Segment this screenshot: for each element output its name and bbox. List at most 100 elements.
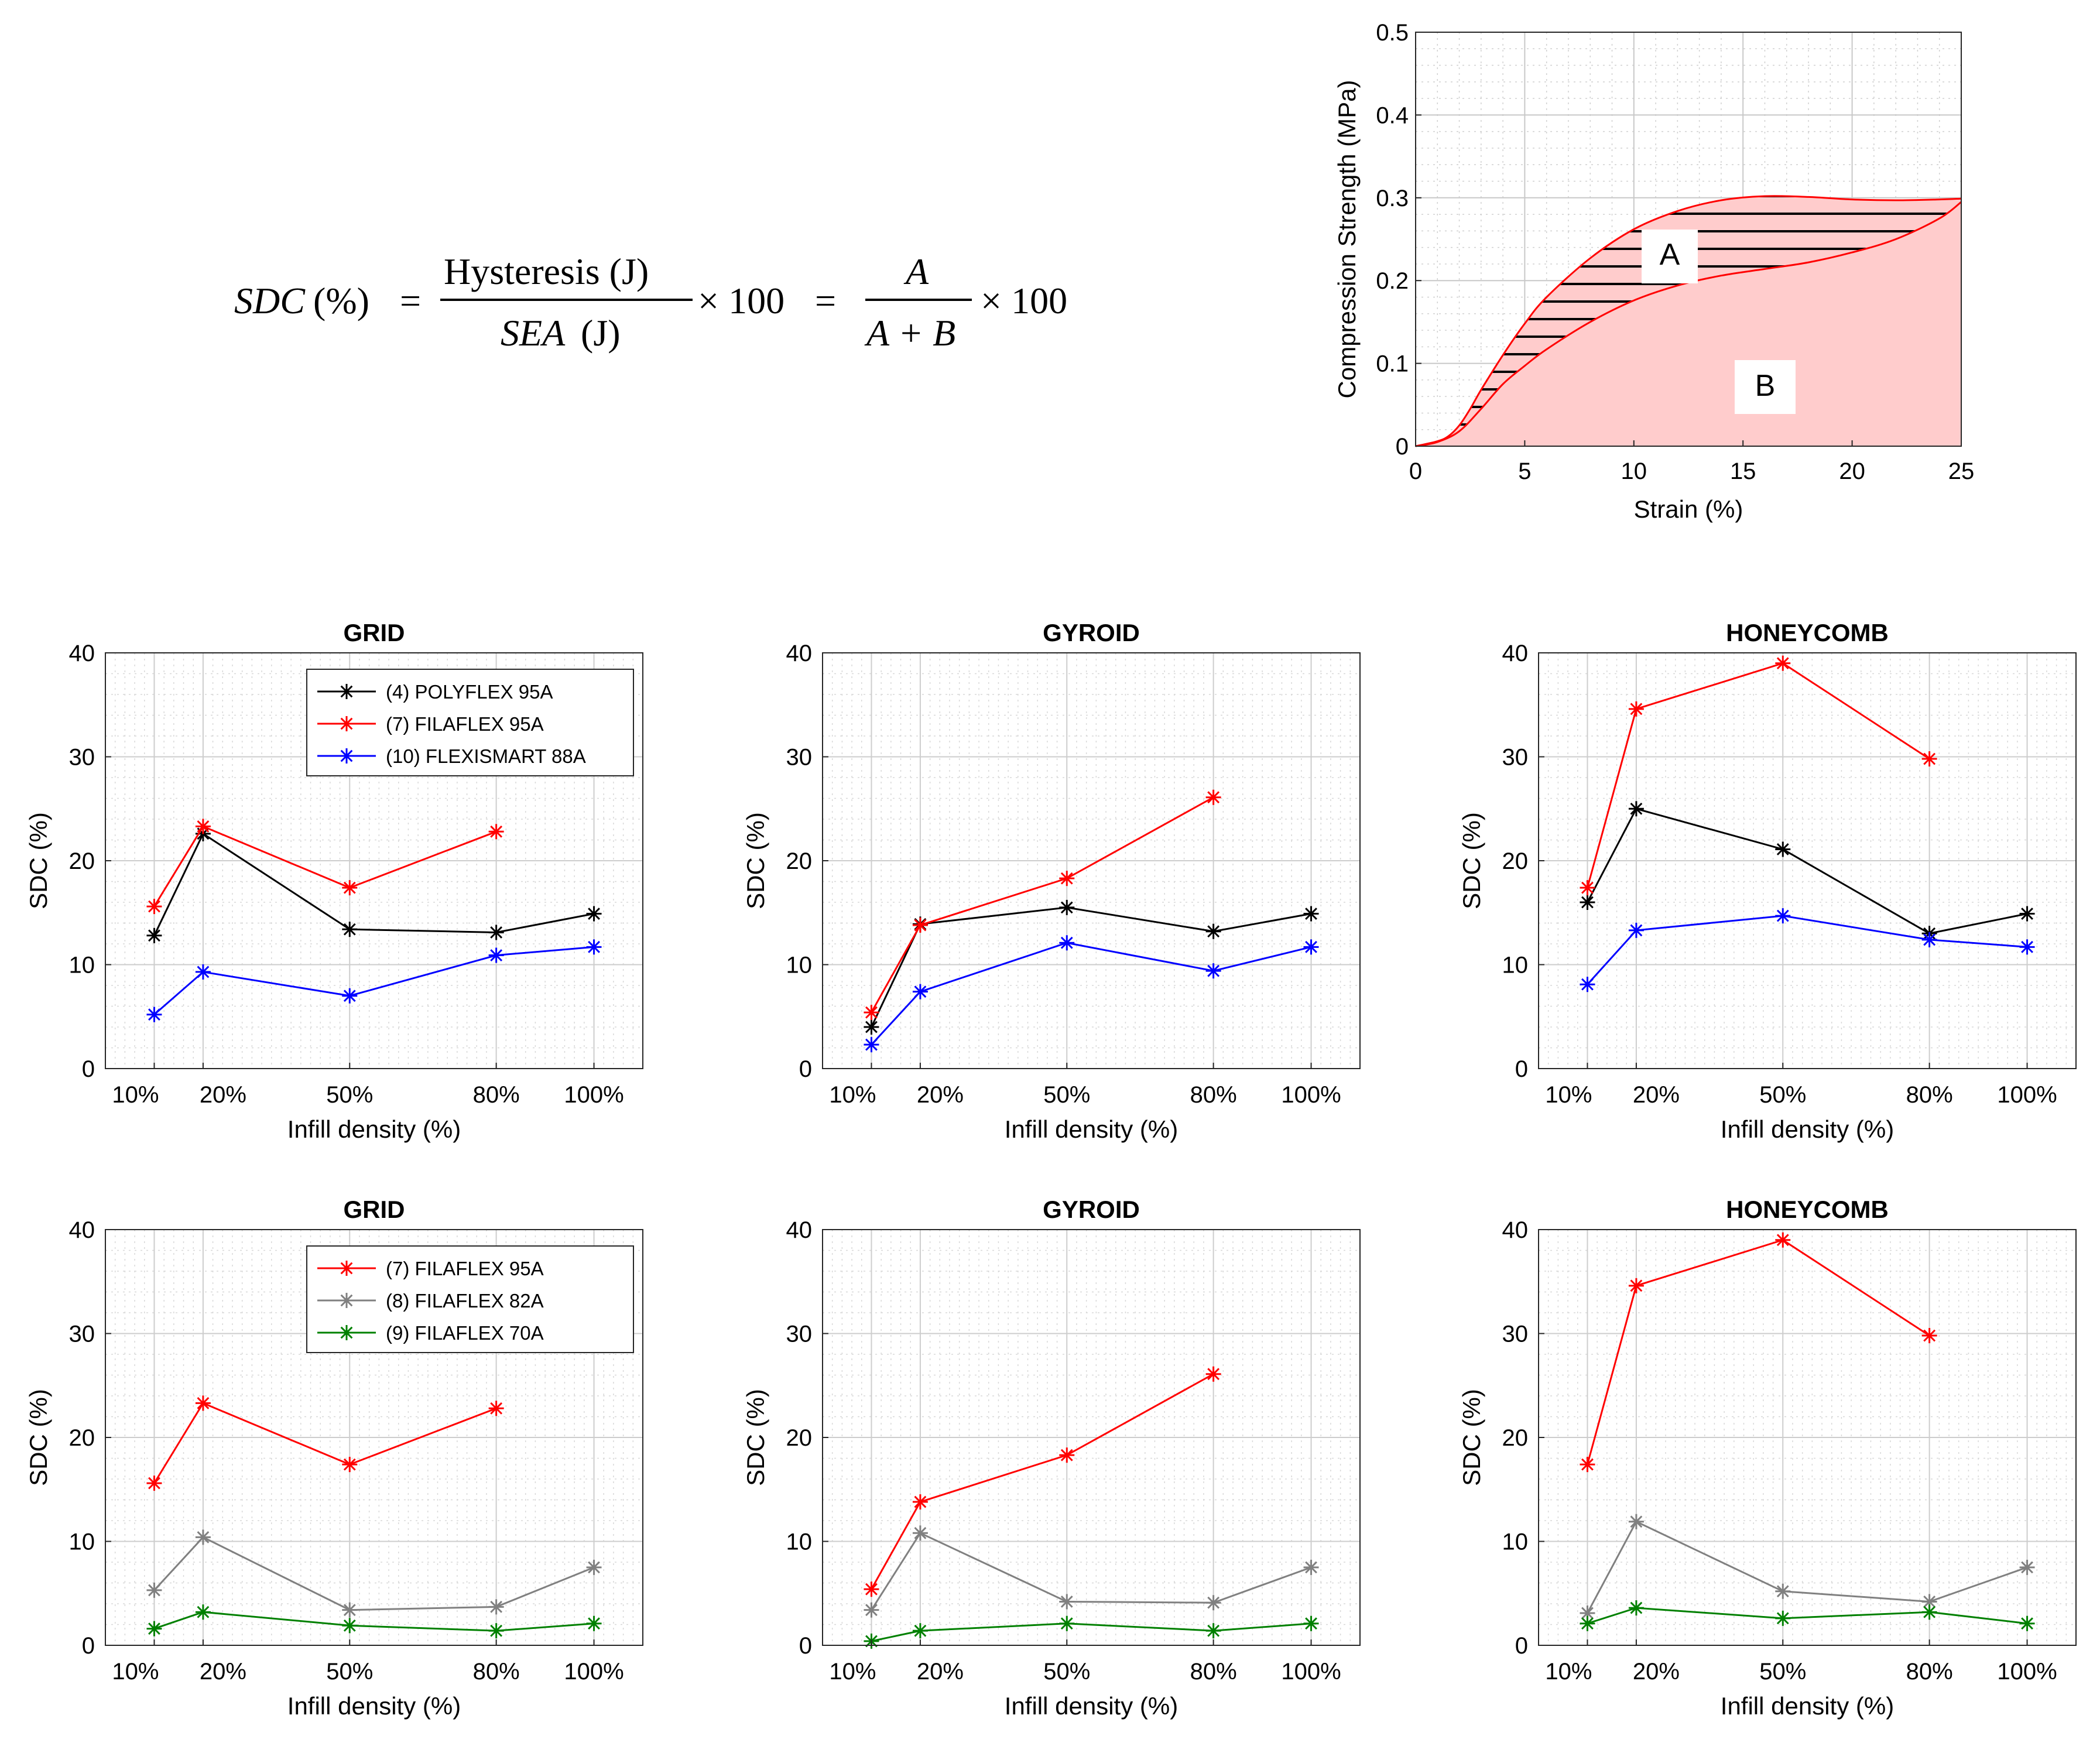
xtick-label: 20%	[1633, 1082, 1680, 1108]
ytick-label: 0	[1515, 1056, 1528, 1082]
data-point	[912, 1623, 928, 1639]
label-b: B	[1755, 369, 1776, 403]
data-point	[146, 1621, 162, 1637]
data-point	[488, 1401, 504, 1416]
ytick-label: 10	[1502, 953, 1529, 978]
data-point-stroke	[1060, 1617, 1073, 1630]
legend-marker-stroke	[340, 717, 353, 730]
area-b	[1416, 201, 1961, 446]
ytick-label: 20	[69, 1425, 95, 1451]
data-point	[864, 1037, 879, 1053]
data-point-stroke	[148, 1008, 160, 1021]
series-line	[1587, 662, 1930, 888]
data-point	[342, 1602, 358, 1618]
data-point-stroke	[148, 1477, 160, 1490]
ytick-label: 40	[1502, 1217, 1529, 1243]
data-point-stroke	[914, 919, 927, 932]
ytick-label: 0	[799, 1633, 812, 1659]
data-point-stroke	[1776, 657, 1789, 670]
data-point-stroke	[914, 985, 927, 998]
legend-marker	[339, 1293, 354, 1308]
legend-label: (4) POLYFLEX 95A	[386, 681, 553, 703]
legend-marker-stroke	[340, 685, 353, 698]
data-point-stroke	[197, 1397, 210, 1409]
series-line	[1587, 1239, 1930, 1465]
ytick-label: 10	[69, 1529, 95, 1555]
data-point-stroke	[1305, 940, 1317, 953]
data-point-stroke	[2021, 1617, 2033, 1630]
data-point-stroke	[2021, 940, 2033, 953]
xtick-label: 10%	[829, 1082, 876, 1108]
xtick-label: 50%	[1759, 1082, 1806, 1108]
legend-box	[306, 669, 634, 776]
data-point-stroke	[1305, 1561, 1317, 1574]
loading-curve	[1415, 195, 1962, 447]
ylabel: SDC (%)	[25, 812, 52, 909]
hyst-ytick-label: 0	[1396, 434, 1409, 460]
ytick-label: 10	[69, 953, 95, 978]
hysteresis-chart: A B 0 5 10 15 20 25 0 0.1 0.2 0.3 0.4 0.5 Strain (%) Co…	[1333, 20, 1974, 523]
data-point-stroke	[1923, 1596, 1936, 1608]
data-point	[195, 1529, 211, 1545]
ytick-label: 40	[69, 1217, 95, 1243]
panel-title: GRID	[344, 1196, 405, 1223]
data-point-stroke	[865, 1583, 878, 1596]
legend-label: (9) FILAFLEX 70A	[386, 1322, 544, 1344]
panel-r2c2: 10% 20% 50% 80% 100% 0 10 20 30 40 GYROID Infill de…	[742, 1196, 1361, 1720]
xtick-label: 80%	[1906, 1082, 1953, 1108]
data-point-stroke	[1207, 1624, 1220, 1637]
legend-marker	[339, 748, 354, 764]
data-point	[1580, 895, 1595, 910]
xtick-label: 50%	[1043, 1659, 1090, 1685]
data-point	[864, 1581, 879, 1597]
data-point	[1628, 1600, 1644, 1616]
data-point	[342, 922, 358, 937]
data-point-stroke	[914, 1624, 927, 1637]
hyst-xtick-label: 10	[1621, 458, 1647, 484]
ytick-label: 40	[786, 641, 813, 666]
ytick-label: 20	[69, 848, 95, 874]
legend-marker	[339, 716, 354, 731]
data-point	[342, 1457, 358, 1473]
data-point-stroke	[1060, 1596, 1073, 1608]
series-2	[1580, 1600, 2035, 1631]
legend-label: (10) FLEXISMART 88A	[386, 745, 586, 767]
data-point	[1921, 1328, 1937, 1344]
ytick-label: 40	[1502, 641, 1529, 666]
data-point-stroke	[1581, 978, 1594, 991]
xtick-label: 80%	[473, 1082, 520, 1108]
hyst-xtick-label: 20	[1839, 458, 1865, 484]
data-point-stroke	[197, 1531, 210, 1543]
series-1	[864, 789, 1221, 1021]
data-point	[1921, 1604, 1937, 1620]
minor-grid	[823, 653, 1360, 1069]
data-point-stroke	[343, 1619, 356, 1632]
ytick-label: 30	[69, 745, 95, 771]
data-point-stroke	[588, 1561, 600, 1574]
sdc-equation: SDC (%) = Hysteresis (J) SEA (J) × 100 =…	[234, 251, 1067, 354]
panel-title: GYROID	[1043, 1196, 1140, 1223]
label-b-box	[1735, 360, 1796, 414]
hyst-xtick-label: 0	[1409, 458, 1422, 484]
xtick-label: 20%	[200, 1082, 246, 1108]
data-point-stroke	[865, 1038, 878, 1051]
data-point-stroke	[1581, 1607, 1594, 1620]
data-point	[912, 1525, 928, 1541]
legend-label: (8) FILAFLEX 82A	[386, 1290, 544, 1312]
panel-r2c1: 10% 20% 50% 80% 100% 0 10 20 30 40 GRID Infill dens…	[25, 1196, 643, 1720]
data-point	[1303, 906, 1319, 922]
eq-equals-2: =	[815, 280, 836, 321]
data-point	[1205, 1595, 1221, 1611]
hyst-xlabel: Strain (%)	[1634, 495, 1743, 523]
data-point-stroke	[914, 1526, 927, 1539]
data-point	[1205, 1366, 1221, 1382]
data-point	[1628, 801, 1644, 817]
sdc-panels: 10% 20% 50% 80% 100% 0 10 20 30 40 GRID Infill dens…	[25, 619, 2077, 1720]
xtick-label: 50%	[1043, 1082, 1090, 1108]
series-1	[864, 1525, 1319, 1618]
data-point-stroke	[148, 900, 160, 913]
xtick-label: 10%	[1545, 1082, 1592, 1108]
hyst-ylabel: Compression Strength (MPa)	[1333, 80, 1361, 399]
hyst-axes-box	[1415, 32, 1962, 447]
